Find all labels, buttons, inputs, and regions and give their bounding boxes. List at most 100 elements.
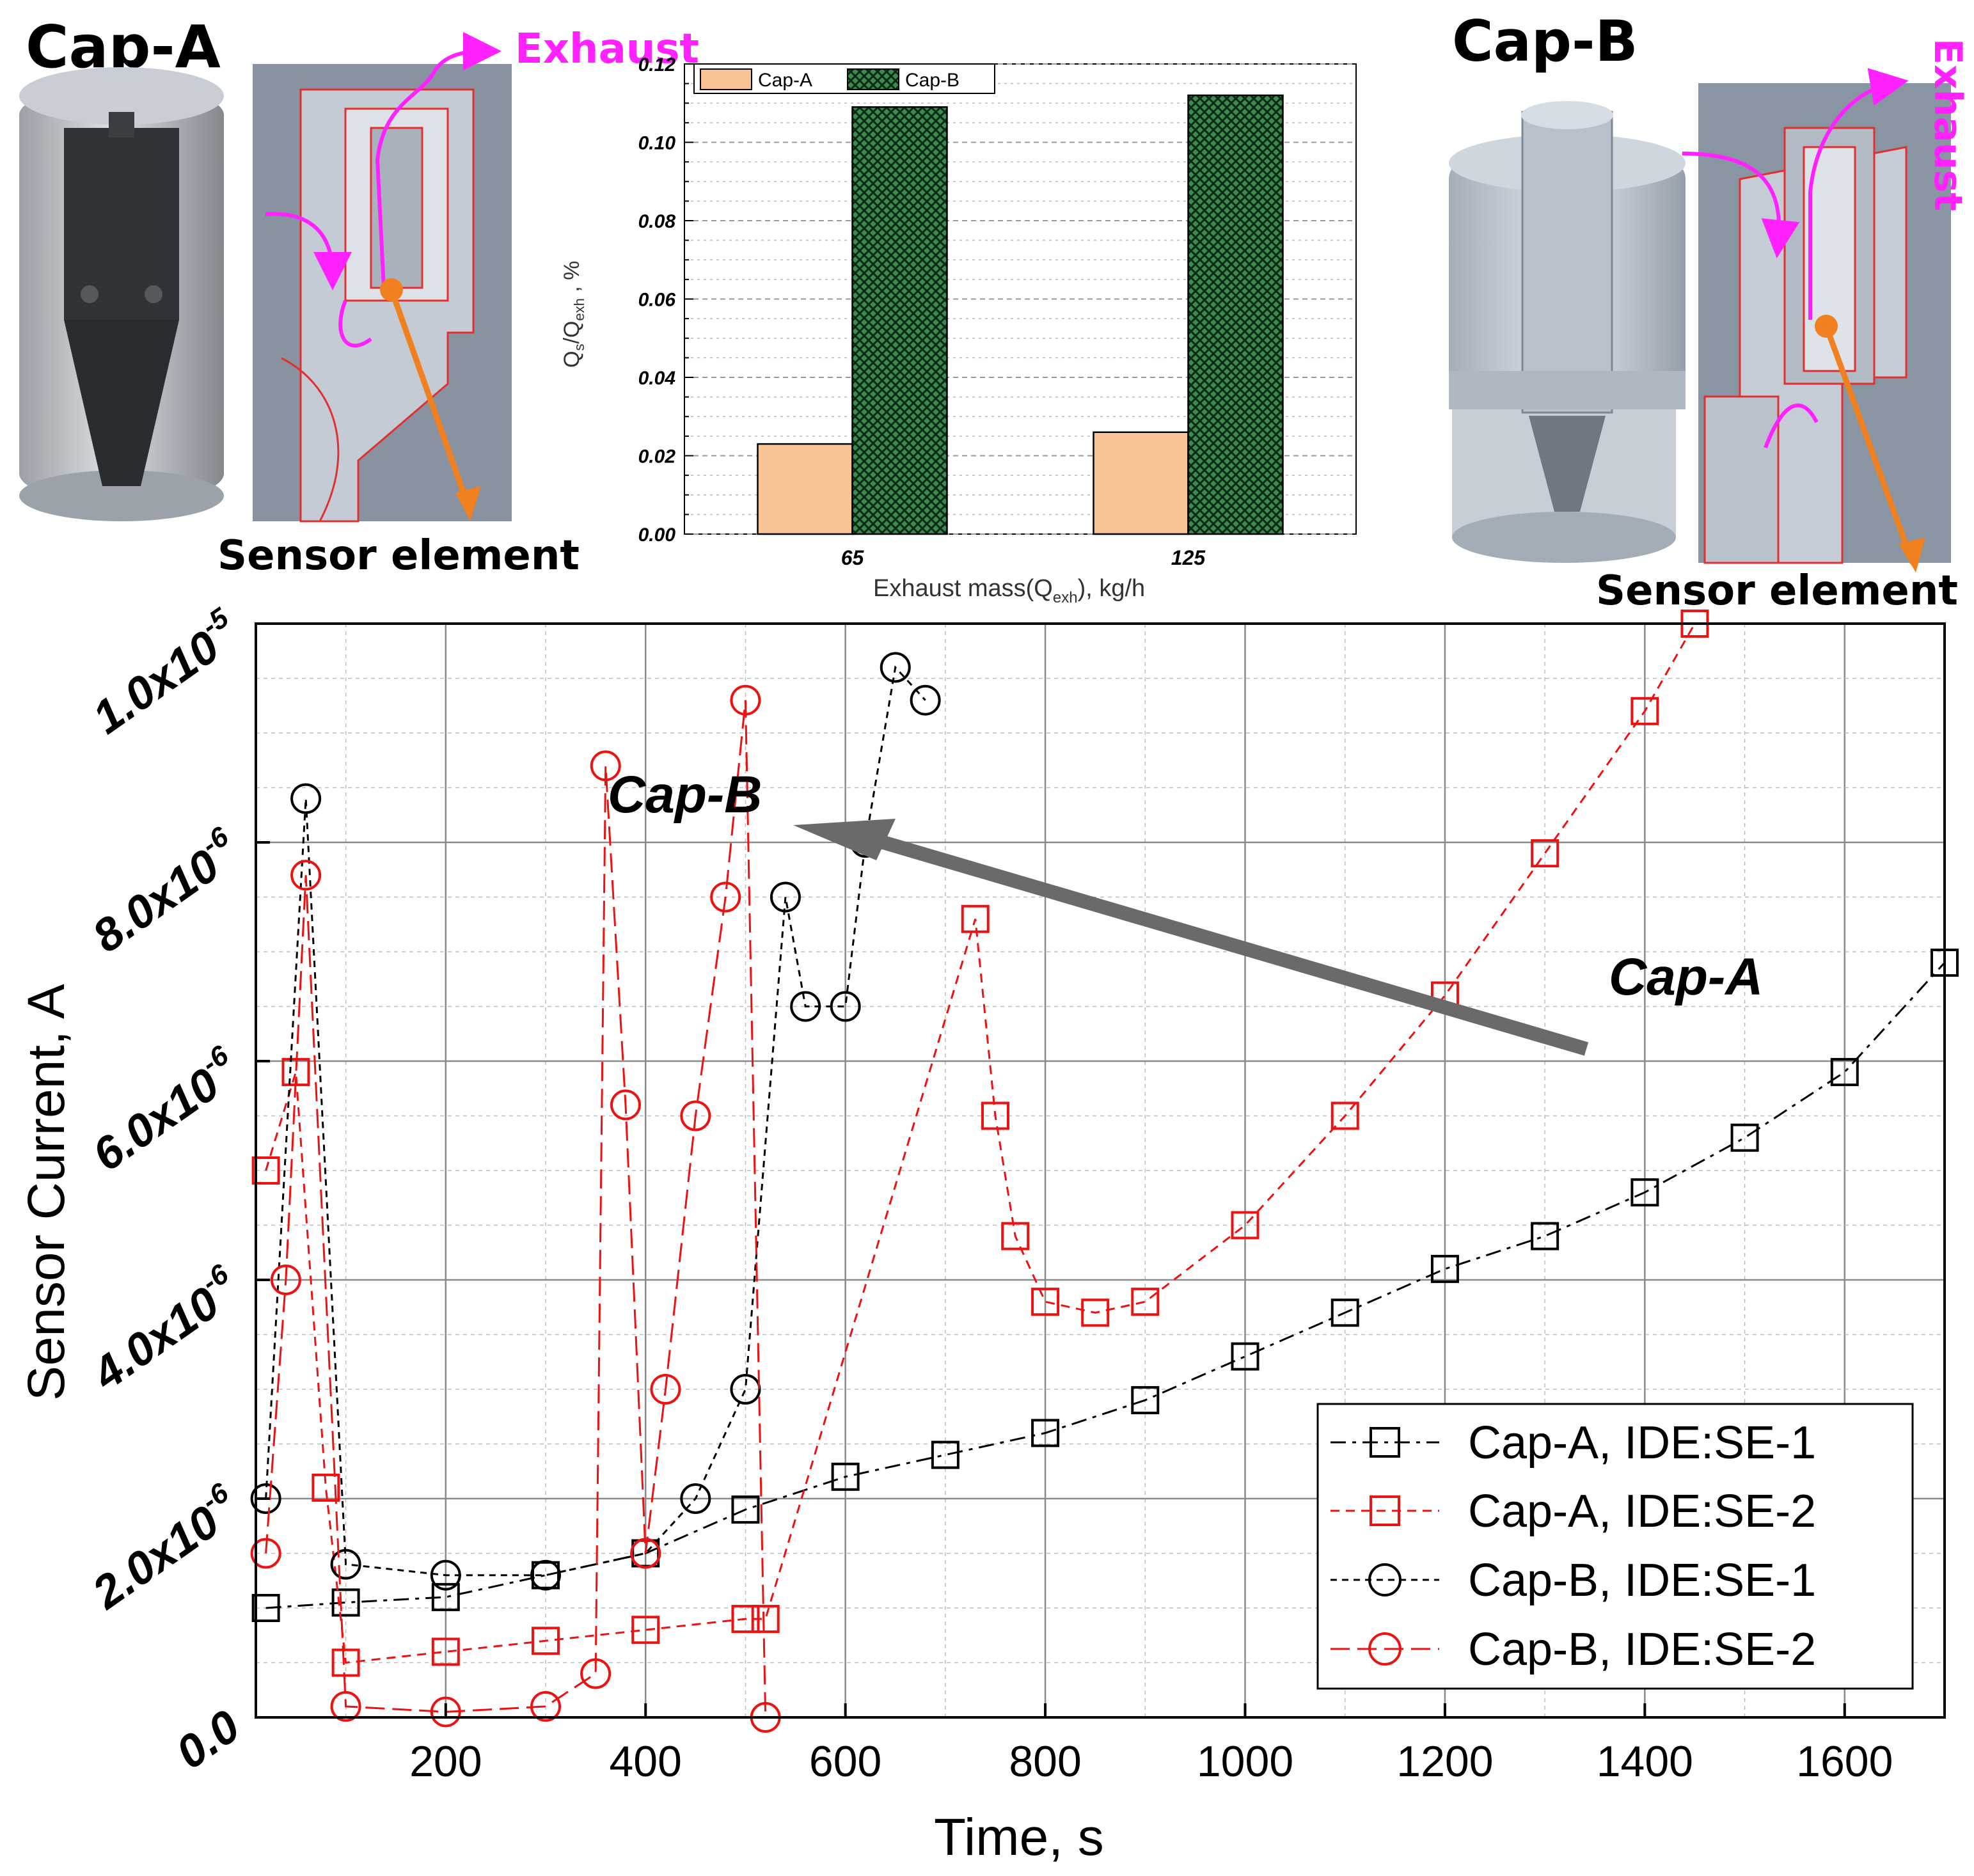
data-point-circle <box>330 1691 361 1722</box>
cap-b-sensor-arrow <box>1823 325 1916 564</box>
data-point-square <box>831 1462 860 1491</box>
cap-a-to-cap-b-arrow <box>793 819 1589 1056</box>
main-x-tick-label: 400 <box>609 1737 681 1786</box>
main-chart-y-ticks: 0.0 2.0x10-6 4.0x10-6 6.0x10-6 8.0x10-6 1.0x1… <box>79 602 270 1779</box>
legend-marker-square-black <box>1370 1427 1400 1458</box>
bar-cap-b-65 <box>851 106 948 535</box>
data-point-square <box>1830 1058 1859 1087</box>
data-point-square <box>251 1156 280 1185</box>
legend-marker-square-red <box>1370 1495 1400 1526</box>
main-chart-legend: Cap-A, IDE:SE-1 Cap-A, IDE:SE-2 Cap-B, I… <box>1316 1403 1914 1690</box>
data-point-circle <box>730 1374 761 1405</box>
data-point-circle <box>880 652 911 683</box>
annotation-cap-a: Cap-A <box>1609 948 1763 1006</box>
cap-a-sensor-label: Sensor element <box>217 532 580 579</box>
data-point-circle <box>590 750 621 782</box>
annotation-cap-b: Cap-B <box>608 766 762 824</box>
data-point-square <box>532 1627 560 1655</box>
data-point-square <box>1631 697 1659 725</box>
main-chart-series <box>250 610 1959 1733</box>
data-point-square <box>331 1648 360 1677</box>
main-chart-plot-frame <box>255 622 1946 1719</box>
main-chart-x-ticks: 200 400 600 800 1000 1200 1400 1600 <box>409 1703 1893 1786</box>
data-point-circle <box>630 1538 661 1569</box>
data-point-square <box>1531 839 1559 868</box>
cap-b-panel: Cap-B Exhaust Sensor element <box>1449 8 1970 615</box>
data-point-circle <box>430 1559 461 1591</box>
data-point-square <box>731 1495 760 1524</box>
cap-a-3d-model <box>19 67 224 521</box>
bar-chart-y-label: Qs/Qexh , % <box>560 261 587 368</box>
bar-cap-b-125 <box>1187 94 1284 535</box>
bar-chart-bars <box>757 94 1284 535</box>
data-point-square <box>1231 1342 1259 1371</box>
main-x-tick-label: 800 <box>1009 1737 1081 1786</box>
bar-y-tick-label: 0.04 <box>638 368 676 389</box>
legend-item-cap-b-se2: Cap-B, IDE:SE-2 <box>1330 1624 1816 1675</box>
data-point-circle <box>530 1691 562 1722</box>
main-y-tick-label: 4.0x10-6 <box>79 1258 249 1401</box>
data-point-square <box>1330 1298 1359 1327</box>
bar-y-tick-label: 0.06 <box>638 290 676 311</box>
series-line-2 <box>265 665 926 1577</box>
main-x-tick-label: 200 <box>409 1737 482 1786</box>
main-x-tick-label: 1400 <box>1597 1737 1693 1786</box>
data-point-square <box>1131 1386 1160 1415</box>
data-point-square <box>431 1582 460 1611</box>
data-point-circle <box>680 1100 711 1131</box>
main-chart-x-label: Time, s <box>934 1808 1104 1866</box>
legend-marker-circle-red <box>1368 1632 1402 1666</box>
data-point-circle <box>270 1265 301 1295</box>
bar-x-tick-label: 65 <box>841 546 865 569</box>
data-point-square <box>1001 1222 1030 1250</box>
bar-chart: 0.00 0.02 0.04 0.06 0.08 0.10 0.12 65 125 Cap-A… <box>560 54 1357 606</box>
data-point-square <box>631 1616 660 1644</box>
data-point-square <box>931 1440 959 1469</box>
cap-a-panel: Cap-A Exhaust Sensor element <box>19 13 699 579</box>
data-point-square <box>1131 1288 1160 1316</box>
data-point-circle <box>330 1549 361 1580</box>
main-x-tick-label: 1000 <box>1197 1737 1293 1786</box>
cap-b-cutaway-model <box>1682 68 1951 572</box>
legend-label-cap-b: Cap-B <box>905 70 959 91</box>
data-point-square <box>312 1473 340 1502</box>
cap-b-sensor-label: Sensor element <box>1596 567 1958 615</box>
data-point-square <box>1631 1178 1659 1207</box>
main-y-tick-label: 1.0x10-5 <box>81 602 249 744</box>
bar-chart-x-ticks: 65 125 <box>841 526 1206 569</box>
data-point-square <box>331 1588 360 1617</box>
data-point-circle <box>430 1696 461 1728</box>
main-x-tick-label: 600 <box>809 1737 881 1786</box>
legend-label: Cap-B, IDE:SE-1 <box>1468 1555 1816 1606</box>
data-point-square <box>1231 1211 1259 1240</box>
data-point-circle <box>650 1374 681 1405</box>
data-point-circle <box>580 1658 612 1689</box>
bar-x-tick-label: 125 <box>1171 546 1206 569</box>
legend-marker-circle-black <box>1368 1563 1402 1596</box>
main-y-tick-label: 6.0x10-6 <box>81 1039 249 1181</box>
data-point-square <box>431 1637 460 1666</box>
legend-swatch-cap-b <box>847 68 899 90</box>
data-point-circle <box>530 1559 562 1591</box>
bar-chart-legend: Cap-A Cap-B <box>693 63 995 94</box>
series-line-3 <box>265 700 767 1718</box>
bar-chart-x-label: Exhaust mass(Qexh), kg/h <box>873 575 1145 606</box>
legend-label-cap-a: Cap-A <box>758 70 812 91</box>
bar-y-tick-label: 0.08 <box>638 211 676 232</box>
data-point-circle <box>790 991 821 1022</box>
cap-b-title: Cap-B <box>1452 8 1638 74</box>
cap-b-exhaust-label: Exhaust <box>1925 38 1970 211</box>
legend-label: Cap-A, IDE:SE-1 <box>1468 1417 1816 1469</box>
legend-item-cap-b-se1: Cap-B, IDE:SE-1 <box>1330 1555 1816 1606</box>
data-point-circle <box>830 991 861 1022</box>
data-point-square <box>251 1594 280 1622</box>
main-y-tick-label: 8.0x10-6 <box>81 821 249 963</box>
legend-item-cap-a-se2: Cap-A, IDE:SE-2 <box>1330 1486 1816 1537</box>
series-line-0 <box>265 962 1946 1609</box>
data-point-circle <box>610 1089 641 1121</box>
data-point-square <box>1031 1288 1060 1316</box>
sensor-current-chart: 0.0 2.0x10-6 4.0x10-6 6.0x10-6 8.0x10-6 1.0x1… <box>17 602 1959 1866</box>
cap-a-sensor-arrow <box>388 288 473 513</box>
legend-item-cap-a-se1: Cap-A, IDE:SE-1 <box>1330 1417 1816 1469</box>
